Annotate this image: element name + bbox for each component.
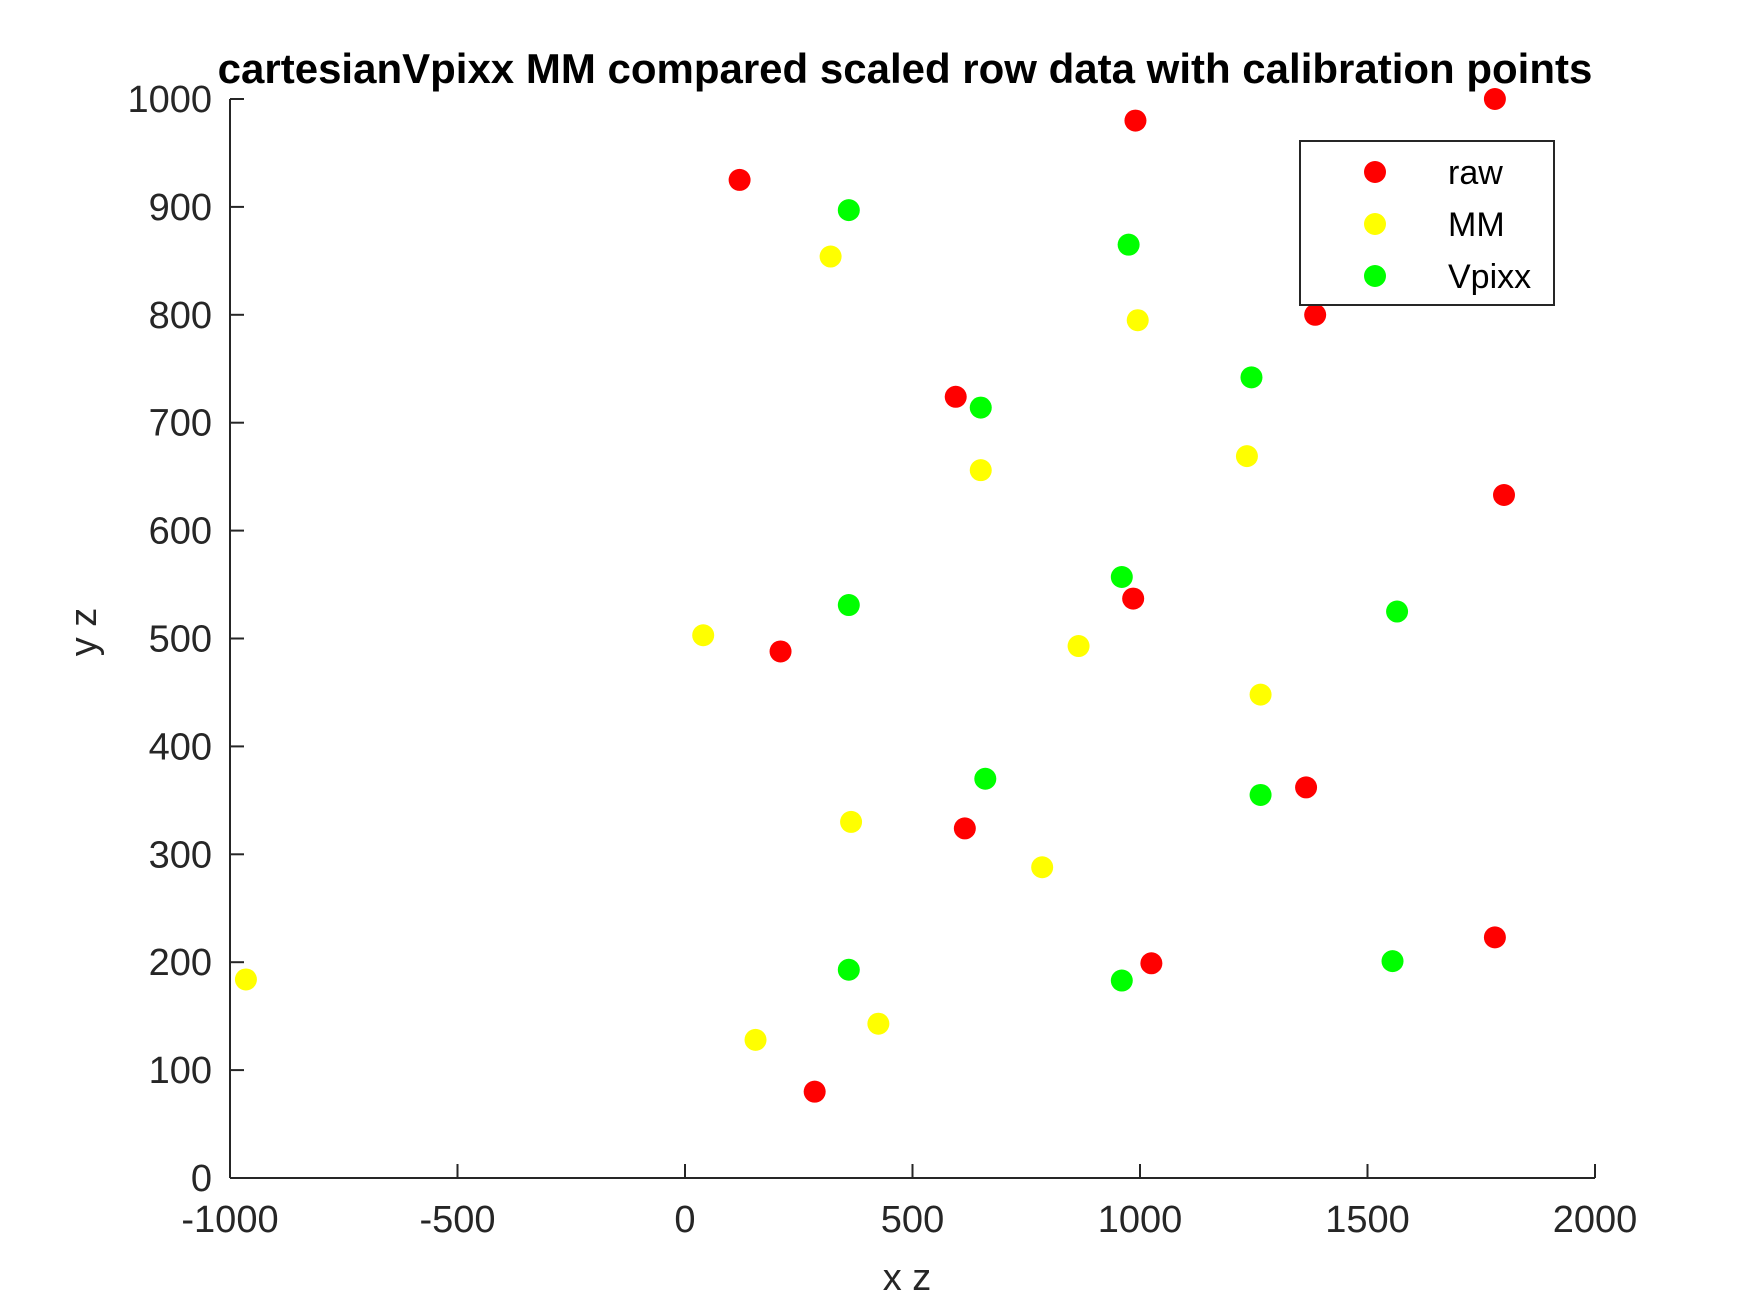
legend-marker-mm xyxy=(1364,213,1386,235)
series-vpixx xyxy=(837,199,1409,992)
data-point-vpixx xyxy=(837,594,860,617)
data-point-mm xyxy=(1235,445,1258,468)
y-tick-label: 900 xyxy=(149,187,212,229)
data-points xyxy=(234,88,1515,1103)
series-mm xyxy=(234,245,1272,1051)
y-tick-label: 300 xyxy=(149,834,212,876)
data-point-mm xyxy=(1249,683,1272,706)
data-point-raw xyxy=(1124,109,1147,132)
legend-label-mm: MM xyxy=(1448,206,1505,244)
data-point-vpixx xyxy=(837,199,860,222)
data-point-raw xyxy=(728,168,751,191)
data-point-raw xyxy=(1295,776,1318,799)
x-tick-label: 1000 xyxy=(1098,1199,1183,1241)
legend-label-vpixx: Vpixx xyxy=(1448,258,1531,296)
data-point-mm xyxy=(1031,856,1054,879)
legend-marker-vpixx xyxy=(1364,265,1386,287)
data-point-raw xyxy=(953,817,976,840)
y-tick-label: 100 xyxy=(149,1050,212,1092)
data-point-vpixx xyxy=(1110,565,1133,588)
data-point-vpixx xyxy=(1381,950,1404,973)
data-point-mm xyxy=(840,810,863,833)
legend-marker-raw xyxy=(1364,161,1386,183)
y-tick-label: 1000 xyxy=(127,79,212,121)
x-tick-label: 1500 xyxy=(1325,1199,1410,1241)
y-tick-label: 0 xyxy=(191,1158,212,1200)
x-tick-label: 500 xyxy=(881,1199,944,1241)
x-tick-label: -1000 xyxy=(181,1199,278,1241)
data-point-raw xyxy=(1140,952,1163,975)
legend: raw MM Vpixx xyxy=(1299,140,1555,306)
data-point-mm xyxy=(744,1028,767,1051)
data-point-mm xyxy=(1067,635,1090,658)
data-point-mm xyxy=(1126,309,1149,332)
y-tick-label: 800 xyxy=(149,295,212,337)
y-tick-label: 400 xyxy=(149,726,212,768)
data-point-vpixx xyxy=(1249,783,1272,806)
y-tick-label: 500 xyxy=(149,619,212,661)
data-point-raw xyxy=(1304,303,1327,326)
data-point-mm xyxy=(819,245,842,268)
data-point-vpixx xyxy=(1110,969,1133,992)
x-tick-label: 2000 xyxy=(1553,1199,1638,1241)
data-point-raw xyxy=(944,385,967,408)
data-point-raw xyxy=(803,1080,826,1103)
data-point-raw xyxy=(1483,926,1506,949)
y-tick-label: 600 xyxy=(149,511,212,553)
data-point-raw xyxy=(769,640,792,663)
series-raw xyxy=(728,88,1515,1103)
data-point-vpixx xyxy=(969,396,992,419)
data-point-raw xyxy=(1483,88,1506,110)
legend-box xyxy=(1299,140,1555,306)
legend-label-raw: raw xyxy=(1448,154,1503,192)
x-tick-label: -500 xyxy=(419,1199,495,1241)
y-axis-label: y z xyxy=(63,608,105,657)
data-point-raw xyxy=(1122,587,1145,610)
data-point-vpixx xyxy=(837,958,860,981)
x-tick-label: 0 xyxy=(674,1199,695,1241)
data-point-vpixx xyxy=(1117,233,1140,256)
chart-title: cartesianVpixx MM compared scaled row da… xyxy=(218,45,1593,92)
data-point-mm xyxy=(692,624,715,647)
data-point-raw xyxy=(1493,483,1515,506)
axes: -1000 -500 0 500 1000 1500 2000 0 100 200 300 400 50… xyxy=(127,79,1637,1241)
y-tick-label: 200 xyxy=(149,942,212,984)
data-point-mm xyxy=(234,968,257,991)
data-point-vpixx xyxy=(1240,366,1263,389)
data-point-mm xyxy=(969,459,992,482)
x-axis-label: x z xyxy=(883,1257,932,1299)
data-point-vpixx xyxy=(974,767,997,790)
data-point-mm xyxy=(867,1012,890,1035)
data-point-vpixx xyxy=(1386,600,1409,623)
y-tick-label: 700 xyxy=(149,403,212,445)
